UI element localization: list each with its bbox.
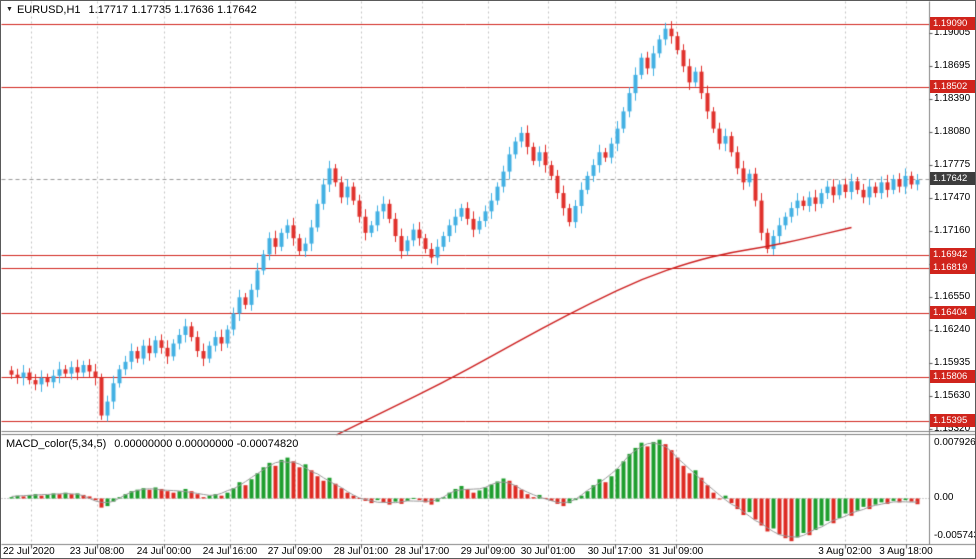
symbol-timeframe-label: EURUSD,H1	[16, 4, 81, 16]
macd-values-label: 0.00000000 0.00000000 -0.00074820	[114, 438, 299, 450]
macd-indicator-header: MACD_color(5,34,5) 0.00000000 0.00000000 …	[6, 438, 298, 450]
symbol-marker-icon: ▼	[6, 6, 13, 13]
ohlc-quotes-label: 1.17717 1.17735 1.17636 1.17642	[88, 4, 257, 16]
chart-symbol-header: ▼ EURUSD,H1 1.17717 1.17735 1.17636 1.1764…	[6, 4, 257, 16]
macd-name-label: MACD_color(5,34,5)	[6, 438, 107, 450]
